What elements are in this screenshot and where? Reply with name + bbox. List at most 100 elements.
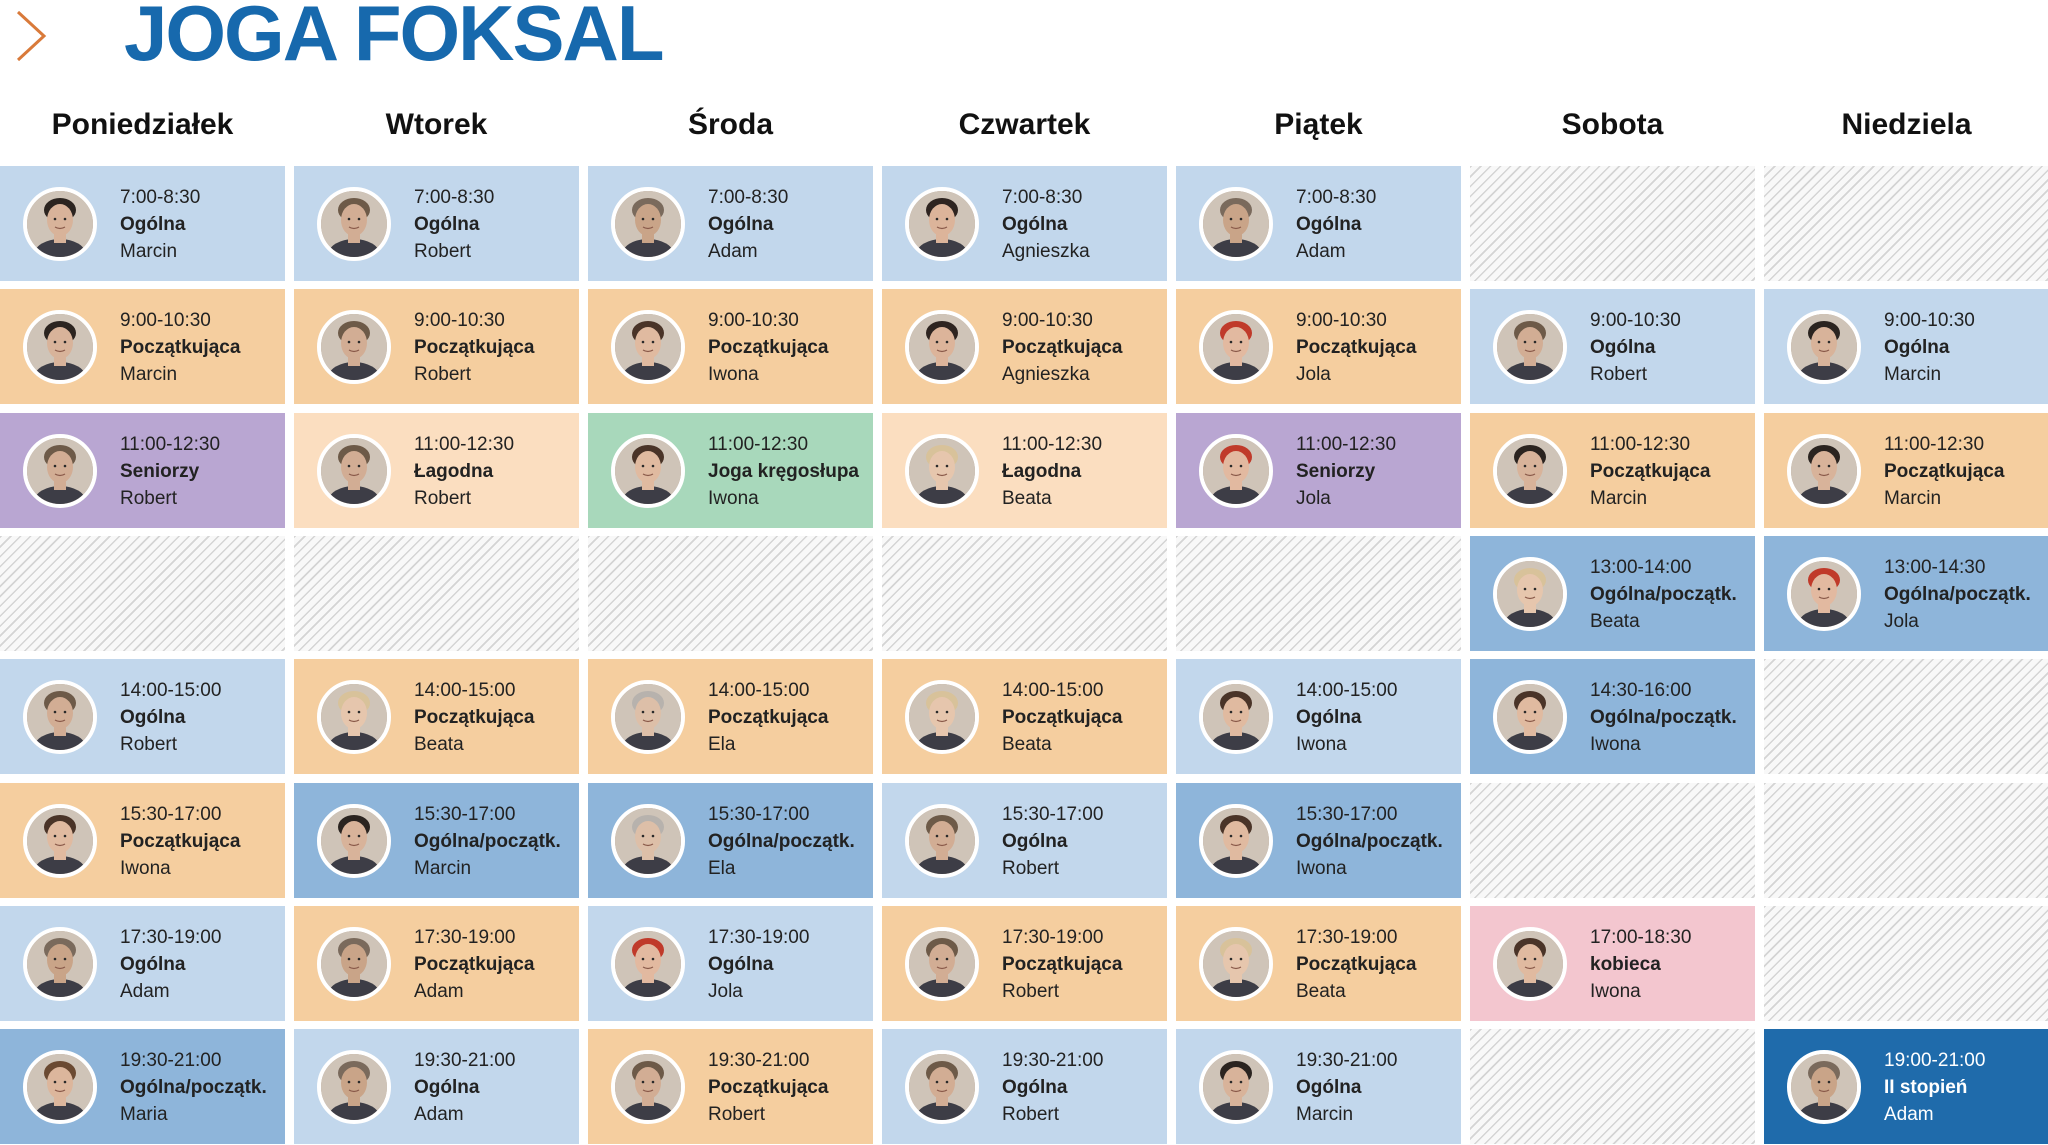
teacher-name: Marcin bbox=[120, 241, 178, 262]
class-card[interactable]: 9:00-10:30 Ogólna Robert bbox=[1470, 289, 1755, 404]
class-card[interactable]: 19:30-21:00 Ogólna Adam bbox=[294, 1029, 579, 1144]
class-card[interactable]: 17:00-18:30 kobieca Iwona bbox=[1470, 906, 1755, 1021]
class-name: kobieca bbox=[1590, 954, 1661, 975]
class-card[interactable]: 11:00-12:30 Początkująca Marcin bbox=[1470, 413, 1755, 528]
empty-slot bbox=[1764, 783, 2048, 898]
class-card[interactable]: 14:30-16:00 Ogólna/początk. Iwona bbox=[1470, 659, 1755, 774]
class-time: 15:30-17:00 bbox=[1002, 804, 1104, 825]
class-name: Joga kręgosłupa bbox=[708, 461, 859, 482]
class-time: 9:00-10:30 bbox=[1884, 310, 1975, 331]
class-time: 19:30-21:00 bbox=[414, 1050, 516, 1071]
class-info: 13:00-14:30 Ogólna/początk. Jola bbox=[1884, 554, 2046, 635]
teacher-avatar bbox=[1787, 557, 1861, 631]
class-info: 15:30-17:00 Ogólna/początk. Iwona bbox=[1296, 801, 1458, 882]
class-card[interactable]: 9:00-10:30 Początkująca Iwona bbox=[588, 289, 873, 404]
class-card[interactable]: 19:30-21:00 Początkująca Robert bbox=[588, 1029, 873, 1144]
class-card[interactable]: 15:30-17:00 Ogólna Robert bbox=[882, 783, 1167, 898]
class-card[interactable]: 7:00-8:30 Ogólna Agnieszka bbox=[882, 166, 1167, 281]
teacher-avatar bbox=[905, 187, 979, 261]
class-card[interactable]: 11:00-12:30 Początkująca Marcin bbox=[1764, 413, 2048, 528]
teacher-avatar bbox=[23, 1050, 97, 1124]
class-card[interactable]: 14:00-15:00 Ogólna Robert bbox=[0, 659, 285, 774]
teacher-avatar bbox=[317, 927, 391, 1001]
class-card[interactable]: 11:00-12:30 Łagodna Robert bbox=[294, 413, 579, 528]
class-card[interactable]: 9:00-10:30 Ogólna Marcin bbox=[1764, 289, 2048, 404]
class-info: 19:00-21:00 II stopień Adam bbox=[1884, 1047, 2046, 1128]
class-info: 14:00-15:00 Początkująca Beata bbox=[1002, 677, 1164, 758]
class-time: 9:00-10:30 bbox=[414, 310, 505, 331]
class-card[interactable]: 14:00-15:00 Początkująca Ela bbox=[588, 659, 873, 774]
class-name: Seniorzy bbox=[1296, 461, 1376, 482]
class-name: Ogólna/początk. bbox=[1590, 584, 1737, 605]
class-card[interactable]: 14:00-15:00 Początkująca Beata bbox=[294, 659, 579, 774]
class-card[interactable]: 9:00-10:30 Początkująca Agnieszka bbox=[882, 289, 1167, 404]
teacher-avatar bbox=[905, 680, 979, 754]
empty-slot bbox=[1764, 906, 2048, 1021]
class-card[interactable]: 17:30-19:00 Początkująca Adam bbox=[294, 906, 579, 1021]
teacher-name: Adam bbox=[1296, 241, 1346, 262]
class-time: 15:30-17:00 bbox=[1296, 804, 1398, 825]
class-time: 17:30-19:00 bbox=[120, 927, 222, 948]
class-info: 19:30-21:00 Ogólna Marcin bbox=[1296, 1047, 1458, 1128]
class-info: 7:00-8:30 Ogólna Agnieszka bbox=[1002, 184, 1164, 265]
class-card[interactable]: 7:00-8:30 Ogólna Adam bbox=[588, 166, 873, 281]
class-card[interactable]: 14:00-15:00 Ogólna Iwona bbox=[1176, 659, 1461, 774]
class-card[interactable]: 15:30-17:00 Ogólna/początk. Marcin bbox=[294, 783, 579, 898]
class-card[interactable]: 17:30-19:00 Początkująca Robert bbox=[882, 906, 1167, 1021]
class-card[interactable]: 19:30-21:00 Ogólna Robert bbox=[882, 1029, 1167, 1144]
class-name: Ogólna/początk. bbox=[1590, 707, 1737, 728]
class-card[interactable]: 7:00-8:30 Ogólna Marcin bbox=[0, 166, 285, 281]
class-name: Ogólna bbox=[1884, 337, 1950, 358]
class-card[interactable]: 17:30-19:00 Początkująca Beata bbox=[1176, 906, 1461, 1021]
class-time: 9:00-10:30 bbox=[1296, 310, 1387, 331]
teacher-name: Agnieszka bbox=[1002, 364, 1090, 385]
teacher-avatar bbox=[611, 1050, 685, 1124]
teacher-name: Ela bbox=[708, 858, 736, 879]
class-name: Ogólna bbox=[708, 954, 774, 975]
class-info: 7:00-8:30 Ogólna Robert bbox=[414, 184, 576, 265]
class-card[interactable]: 15:30-17:00 Ogólna/początk. Ela bbox=[588, 783, 873, 898]
class-name: Początkująca bbox=[120, 337, 241, 358]
class-card[interactable]: 15:30-17:00 Początkująca Iwona bbox=[0, 783, 285, 898]
class-name: Początkująca bbox=[1884, 461, 2005, 482]
class-card[interactable]: 7:00-8:30 Ogólna Robert bbox=[294, 166, 579, 281]
class-card[interactable]: 17:30-19:00 Ogólna Adam bbox=[0, 906, 285, 1021]
teacher-name: Robert bbox=[120, 488, 178, 509]
teacher-avatar bbox=[905, 927, 979, 1001]
teacher-name: Marcin bbox=[1296, 1104, 1354, 1125]
class-info: 17:30-19:00 Początkująca Robert bbox=[1002, 924, 1164, 1005]
class-card[interactable]: 9:00-10:30 Początkująca Jola bbox=[1176, 289, 1461, 404]
teacher-name: Marcin bbox=[1590, 488, 1648, 509]
class-time: 11:00-12:30 bbox=[120, 434, 221, 455]
class-card[interactable]: 9:00-10:30 Początkująca Marcin bbox=[0, 289, 285, 404]
class-card[interactable]: 19:30-21:00 Ogólna Marcin bbox=[1176, 1029, 1461, 1144]
class-card[interactable]: 11:00-12:30 Seniorzy Robert bbox=[0, 413, 285, 528]
class-card[interactable]: 7:00-8:30 Ogólna Adam bbox=[1176, 166, 1461, 281]
class-name: Łagodna bbox=[1002, 461, 1082, 482]
class-card[interactable]: 19:30-21:00 Ogólna/początk. Maria bbox=[0, 1029, 285, 1144]
class-time: 19:30-21:00 bbox=[708, 1050, 810, 1071]
class-card[interactable]: 13:00-14:00 Ogólna/początk. Beata bbox=[1470, 536, 1755, 651]
class-info: 14:00-15:00 Początkująca Beata bbox=[414, 677, 576, 758]
class-card[interactable]: 19:00-21:00 II stopień Adam bbox=[1764, 1029, 2048, 1144]
class-card[interactable]: 14:00-15:00 Początkująca Beata bbox=[882, 659, 1167, 774]
class-name: Ogólna bbox=[1590, 337, 1656, 358]
chevron-right-icon[interactable] bbox=[14, 8, 50, 64]
teacher-avatar bbox=[1493, 434, 1567, 508]
teacher-name: Beata bbox=[1590, 611, 1640, 632]
teacher-name: Jola bbox=[708, 981, 743, 1002]
class-time: 11:00-12:30 bbox=[414, 434, 515, 455]
empty-slot bbox=[588, 536, 873, 651]
teacher-name: Iwona bbox=[1296, 858, 1347, 879]
teacher-name: Robert bbox=[1590, 364, 1648, 385]
class-card[interactable]: 13:00-14:30 Ogólna/początk. Jola bbox=[1764, 536, 2048, 651]
class-card[interactable]: 15:30-17:00 Ogólna/początk. Iwona bbox=[1176, 783, 1461, 898]
teacher-name: Iwona bbox=[1590, 734, 1641, 755]
class-card[interactable]: 11:00-12:30 Joga kręgosłupa Iwona bbox=[588, 413, 873, 528]
class-card[interactable]: 17:30-19:00 Ogólna Jola bbox=[588, 906, 873, 1021]
class-card[interactable]: 11:00-12:30 Seniorzy Jola bbox=[1176, 413, 1461, 528]
class-card[interactable]: 9:00-10:30 Początkująca Robert bbox=[294, 289, 579, 404]
day-header: Środa bbox=[687, 108, 774, 141]
teacher-avatar bbox=[23, 927, 97, 1001]
class-card[interactable]: 11:00-12:30 Łagodna Beata bbox=[882, 413, 1167, 528]
